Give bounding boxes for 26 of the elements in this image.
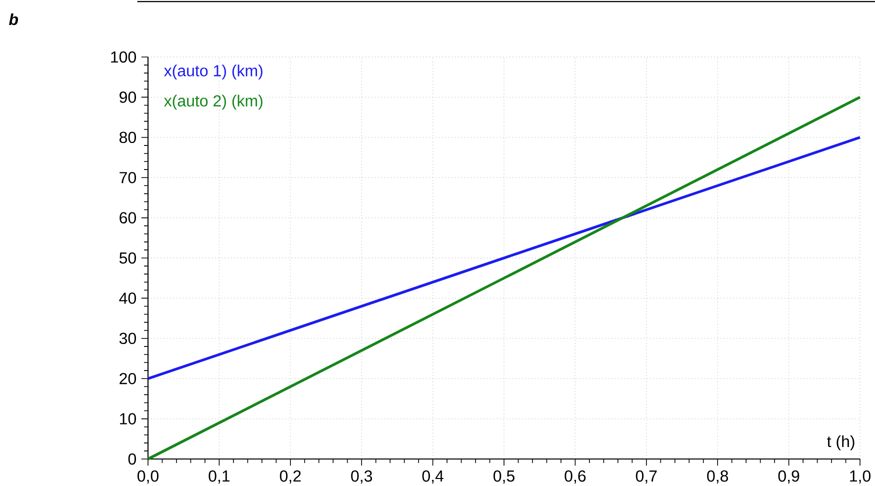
y-tick-label: 50 [119, 252, 136, 264]
x-tick-label: 1,0 [850, 470, 871, 484]
x-tick-label: 0,4 [422, 470, 444, 484]
text: x(auto 2) (km) [164, 94, 262, 110]
x-tick-label: 0,5 [494, 470, 514, 484]
x-tick-label: 0,7 [636, 470, 657, 484]
y-tick-label: 10 [120, 413, 136, 424]
x-tick-label: 0,6 [564, 470, 586, 484]
y-tick-label: 60 [120, 212, 136, 224]
text: b [8, 13, 18, 26]
x-tick-label: 0,9 [778, 470, 800, 484]
y-tick-label: 90 [120, 92, 136, 103]
x-tick-label: 0,8 [707, 470, 728, 484]
text: x(auto 1) (km) [164, 64, 262, 80]
x-tick-label: 0,0 [138, 470, 159, 484]
x-tick-label: 0,3 [351, 470, 372, 484]
x-tick-label: 0,1 [208, 470, 230, 484]
y-tick-label: 100 [111, 51, 136, 63]
x-tick-label: 0,2 [280, 470, 301, 484]
y-tick-label: 30 [119, 332, 136, 344]
x-axis-title: t (h) [827, 435, 854, 450]
y-tick-label: 70 [120, 172, 136, 184]
y-tick-label: 0 [128, 453, 136, 465]
y-tick-label: 20 [120, 372, 136, 384]
y-tick-label: 80 [120, 132, 136, 144]
y-tick-label: 40 [119, 292, 136, 304]
